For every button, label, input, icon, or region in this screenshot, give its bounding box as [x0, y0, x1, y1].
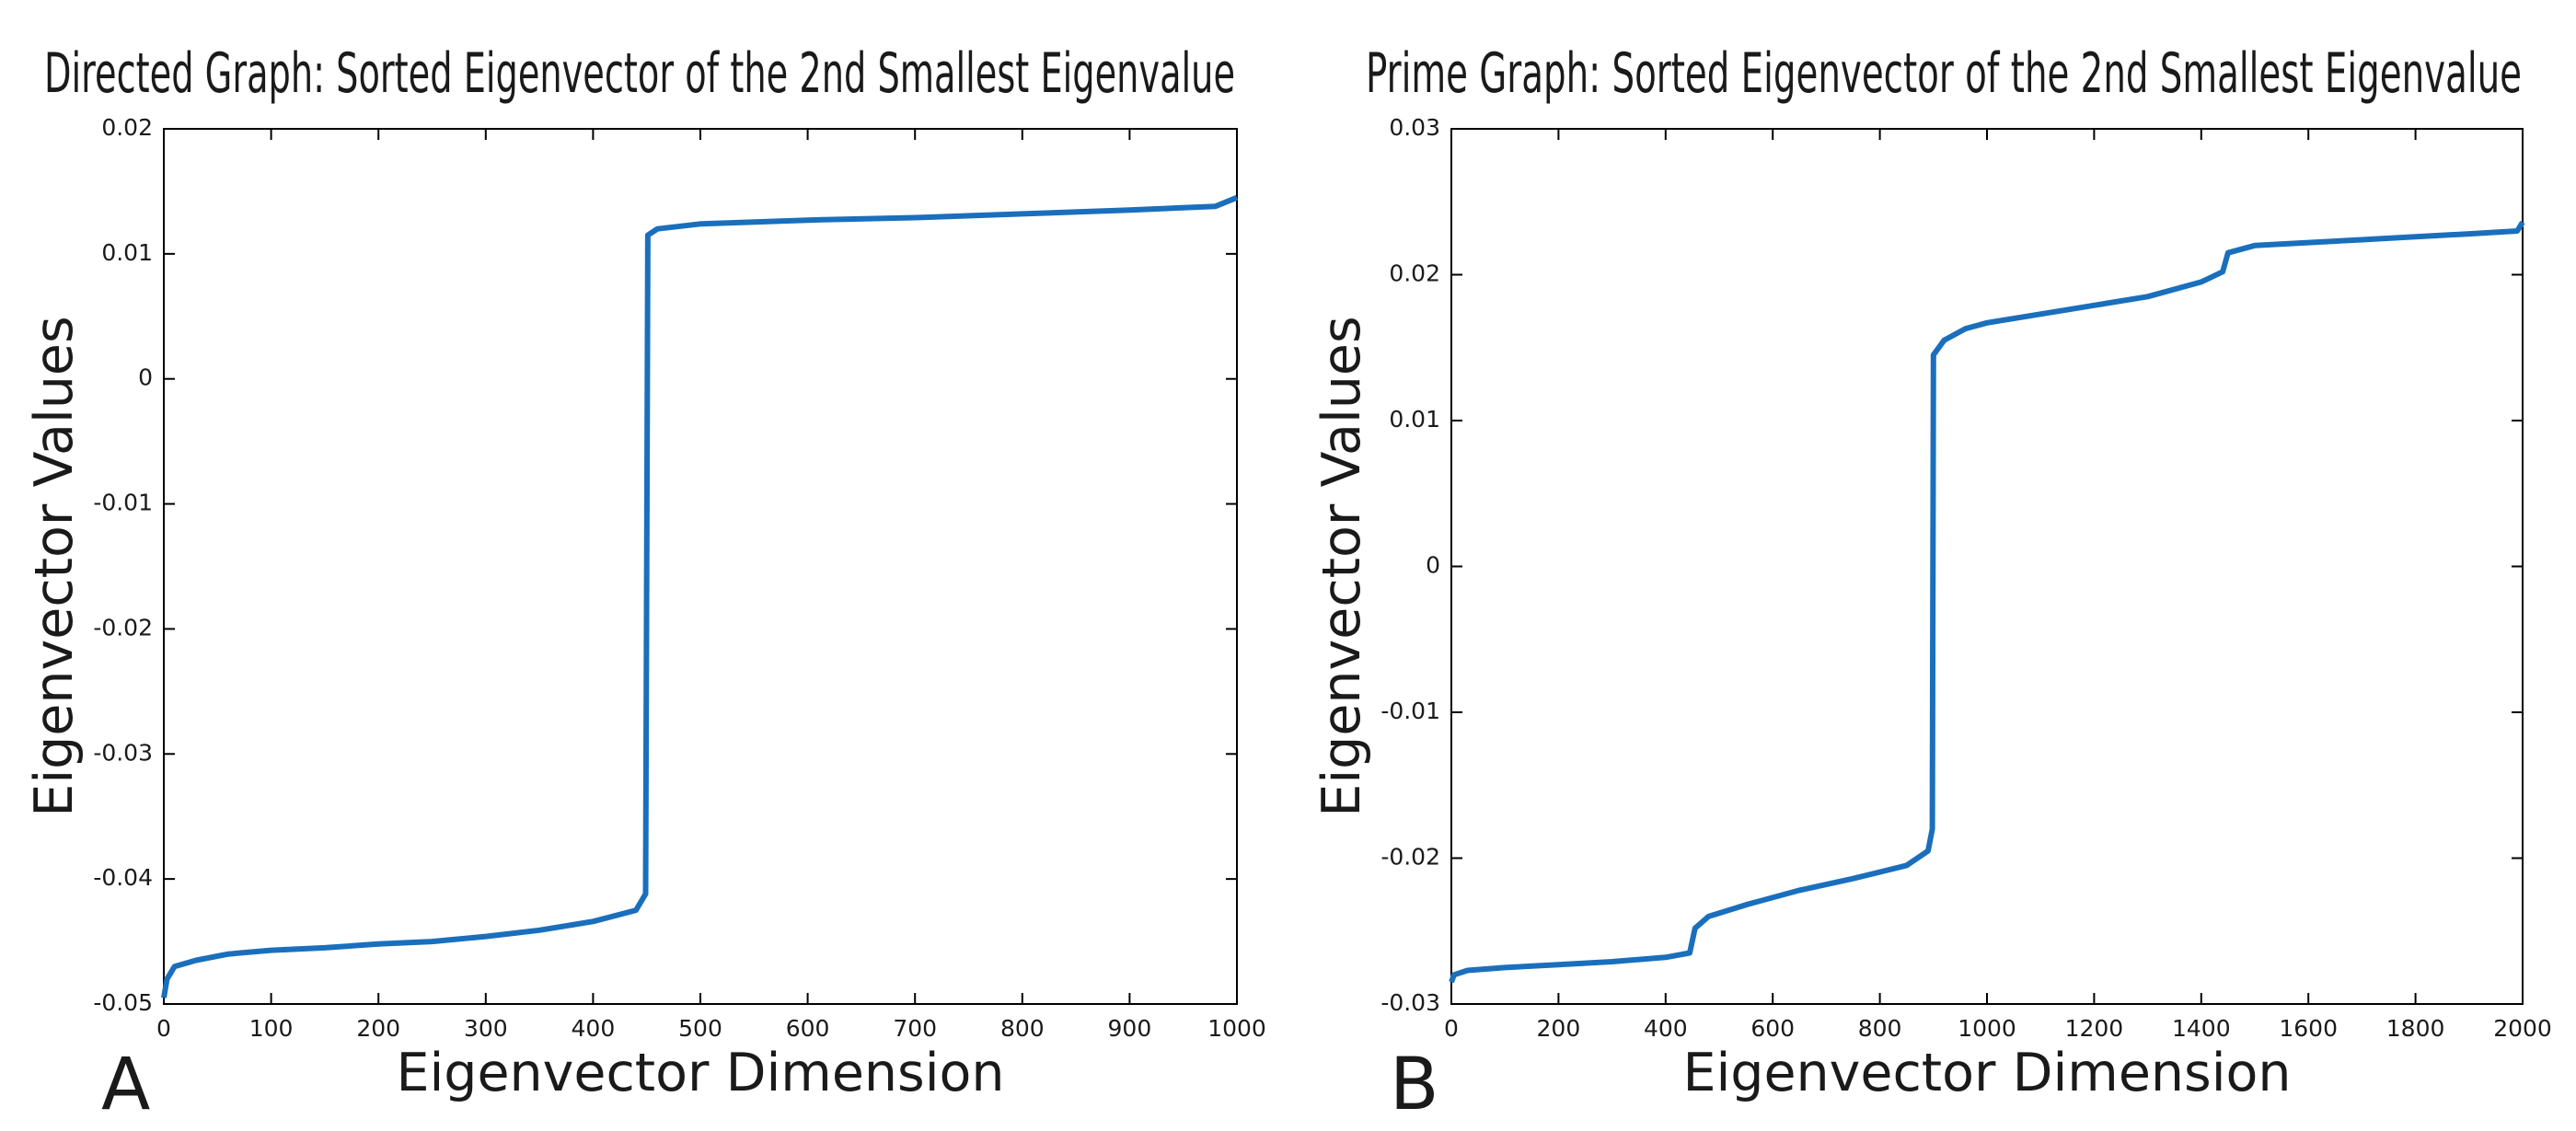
x-tick-label: 1000: [1958, 1015, 2016, 1042]
x-tick-label: 1800: [2386, 1015, 2445, 1042]
x-tick-label: 1200: [2065, 1015, 2124, 1042]
x-tick-label: 500: [678, 1015, 722, 1042]
y-tick-label: -0.01: [93, 490, 153, 516]
y-tick-label: -0.02: [1380, 844, 1440, 871]
chart-title: Prime Graph: Sorted Eigenvector of the 2…: [1366, 41, 2522, 106]
y-tick-label: 0: [138, 364, 153, 391]
plot-frame: [163, 128, 1238, 1005]
y-axis-label: Eigenvector Values: [1311, 316, 1372, 816]
x-tick-label: 400: [572, 1015, 616, 1042]
y-tick-label: -0.03: [93, 739, 153, 766]
x-tick-label: 0: [1444, 1015, 1459, 1042]
series-line: [161, 194, 1239, 998]
x-tick-label: 1000: [1207, 1015, 1266, 1042]
x-tick-label: 800: [1000, 1015, 1045, 1042]
x-tick-label: 200: [1537, 1015, 1581, 1042]
x-tick-label: 600: [1750, 1015, 1795, 1042]
y-tick-label: 0.02: [1389, 260, 1440, 287]
y-axis-label: Eigenvector Values: [24, 316, 85, 816]
x-tick-label: 0: [156, 1015, 171, 1042]
x-tick-label: 1600: [2279, 1015, 2338, 1042]
x-tick-label: 800: [1858, 1015, 1902, 1042]
x-tick-label: 700: [893, 1015, 937, 1042]
x-axis-label: Eigenvector Dimension: [396, 1043, 1004, 1103]
y-tick-label: 0: [1426, 552, 1440, 579]
y-tick-label: -0.03: [1380, 989, 1440, 1016]
x-tick-label: 300: [464, 1015, 508, 1042]
x-tick-label: 2000: [2493, 1015, 2552, 1042]
plot-frame: [1450, 128, 2524, 1005]
panel-label: A: [101, 1044, 150, 1126]
y-tick-label: -0.04: [93, 864, 153, 891]
series-line: [1449, 220, 2525, 984]
x-tick-label: 900: [1108, 1015, 1152, 1042]
chart-title: Directed Graph: Sorted Eigenvector of th…: [44, 41, 1235, 106]
y-tick-label: 0.01: [1389, 406, 1440, 433]
y-tick-label: -0.05: [93, 989, 153, 1016]
x-axis-label: Eigenvector Dimension: [1682, 1043, 2291, 1103]
panel-label: B: [1390, 1044, 1439, 1126]
x-tick-label: 1400: [2172, 1015, 2231, 1042]
x-tick-label: 600: [786, 1015, 830, 1042]
y-tick-label: 0.03: [1389, 114, 1440, 141]
y-tick-label: 0.01: [101, 239, 153, 266]
x-tick-label: 100: [249, 1015, 294, 1042]
x-tick-label: 400: [1644, 1015, 1688, 1042]
y-tick-label: -0.01: [1380, 698, 1440, 724]
y-tick-label: -0.02: [93, 614, 153, 641]
y-tick-label: 0.02: [101, 114, 153, 141]
x-tick-label: 200: [356, 1015, 400, 1042]
